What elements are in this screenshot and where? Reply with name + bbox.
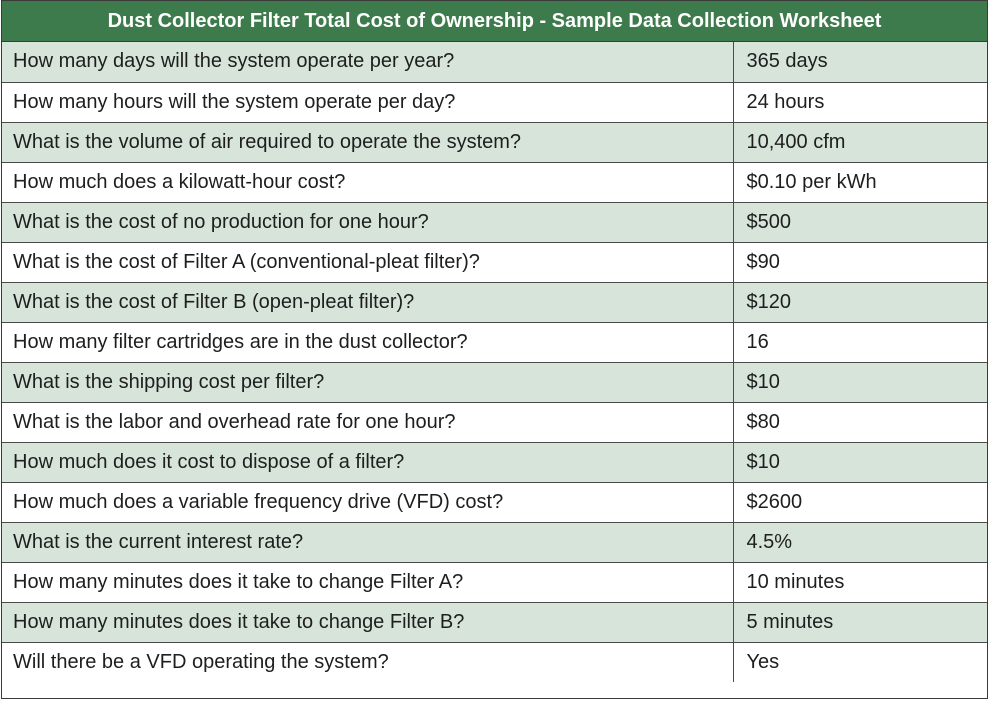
data-table: How many days will the system operate pe… [2,42,987,682]
answer-cell: $500 [733,201,987,242]
question-cell: How much does a variable frequency drive… [2,481,734,522]
question-cell: How much does a kilowatt-hour cost? [2,161,734,202]
question-cell: How many hours will the system operate p… [2,81,734,122]
answer-cell: $2600 [733,481,987,522]
question-cell: Will there be a VFD operating the system… [2,641,734,682]
question-cell: How many minutes does it take to change … [2,601,734,642]
answer-cell: Yes [733,641,987,682]
answer-cell: $90 [733,241,987,282]
table-row: How much does a kilowatt-hour cost? $0.10… [2,161,987,202]
table-row: How much does a variable frequency drive… [2,481,987,522]
table-row: How many filter cartridges are in the du… [2,321,987,362]
answer-cell: $10 [733,441,987,482]
answer-cell: 10 minutes [733,561,987,602]
table-row: How many days will the system operate pe… [2,42,987,82]
question-cell: How much does it cost to dispose of a fi… [2,441,734,482]
answer-cell: 10,400 cfm [733,121,987,162]
answer-cell: 5 minutes [733,601,987,642]
answer-cell: 4.5% [733,521,987,562]
table-row: What is the volume of air required to op… [2,121,987,162]
worksheet-title: Dust Collector Filter Total Cost of Owne… [2,1,987,42]
answer-cell: 24 hours [733,81,987,122]
answer-cell: $10 [733,361,987,402]
table-row: Will there be a VFD operating the system… [2,641,987,682]
question-cell: How many minutes does it take to change … [2,561,734,602]
table-row: How many minutes does it take to change … [2,601,987,642]
table-row: How much does it cost to dispose of a fi… [2,441,987,482]
question-cell: What is the cost of Filter A (convention… [2,241,734,282]
table-row: How many hours will the system operate p… [2,81,987,122]
question-cell: What is the shipping cost per filter? [2,361,734,402]
answer-cell: 365 days [733,42,987,82]
table-row: What is the current interest rate? 4.5% [2,521,987,562]
table-row: What is the labor and overhead rate for … [2,401,987,442]
table-row: What is the cost of Filter B (open-pleat… [2,281,987,322]
answer-cell: 16 [733,321,987,362]
answer-cell: $120 [733,281,987,322]
question-cell: What is the current interest rate? [2,521,734,562]
question-cell: What is the cost of no production for on… [2,201,734,242]
question-cell: How many filter cartridges are in the du… [2,321,734,362]
table-row: What is the shipping cost per filter? $10 [2,361,987,402]
question-cell: What is the labor and overhead rate for … [2,401,734,442]
table-row: What is the cost of no production for on… [2,201,987,242]
question-cell: What is the volume of air required to op… [2,121,734,162]
table-row: How many minutes does it take to change … [2,561,987,602]
answer-cell: $80 [733,401,987,442]
question-cell: How many days will the system operate pe… [2,42,734,82]
answer-cell: $0.10 per kWh [733,161,987,202]
table-row: What is the cost of Filter A (convention… [2,241,987,282]
question-cell: What is the cost of Filter B (open-pleat… [2,281,734,322]
